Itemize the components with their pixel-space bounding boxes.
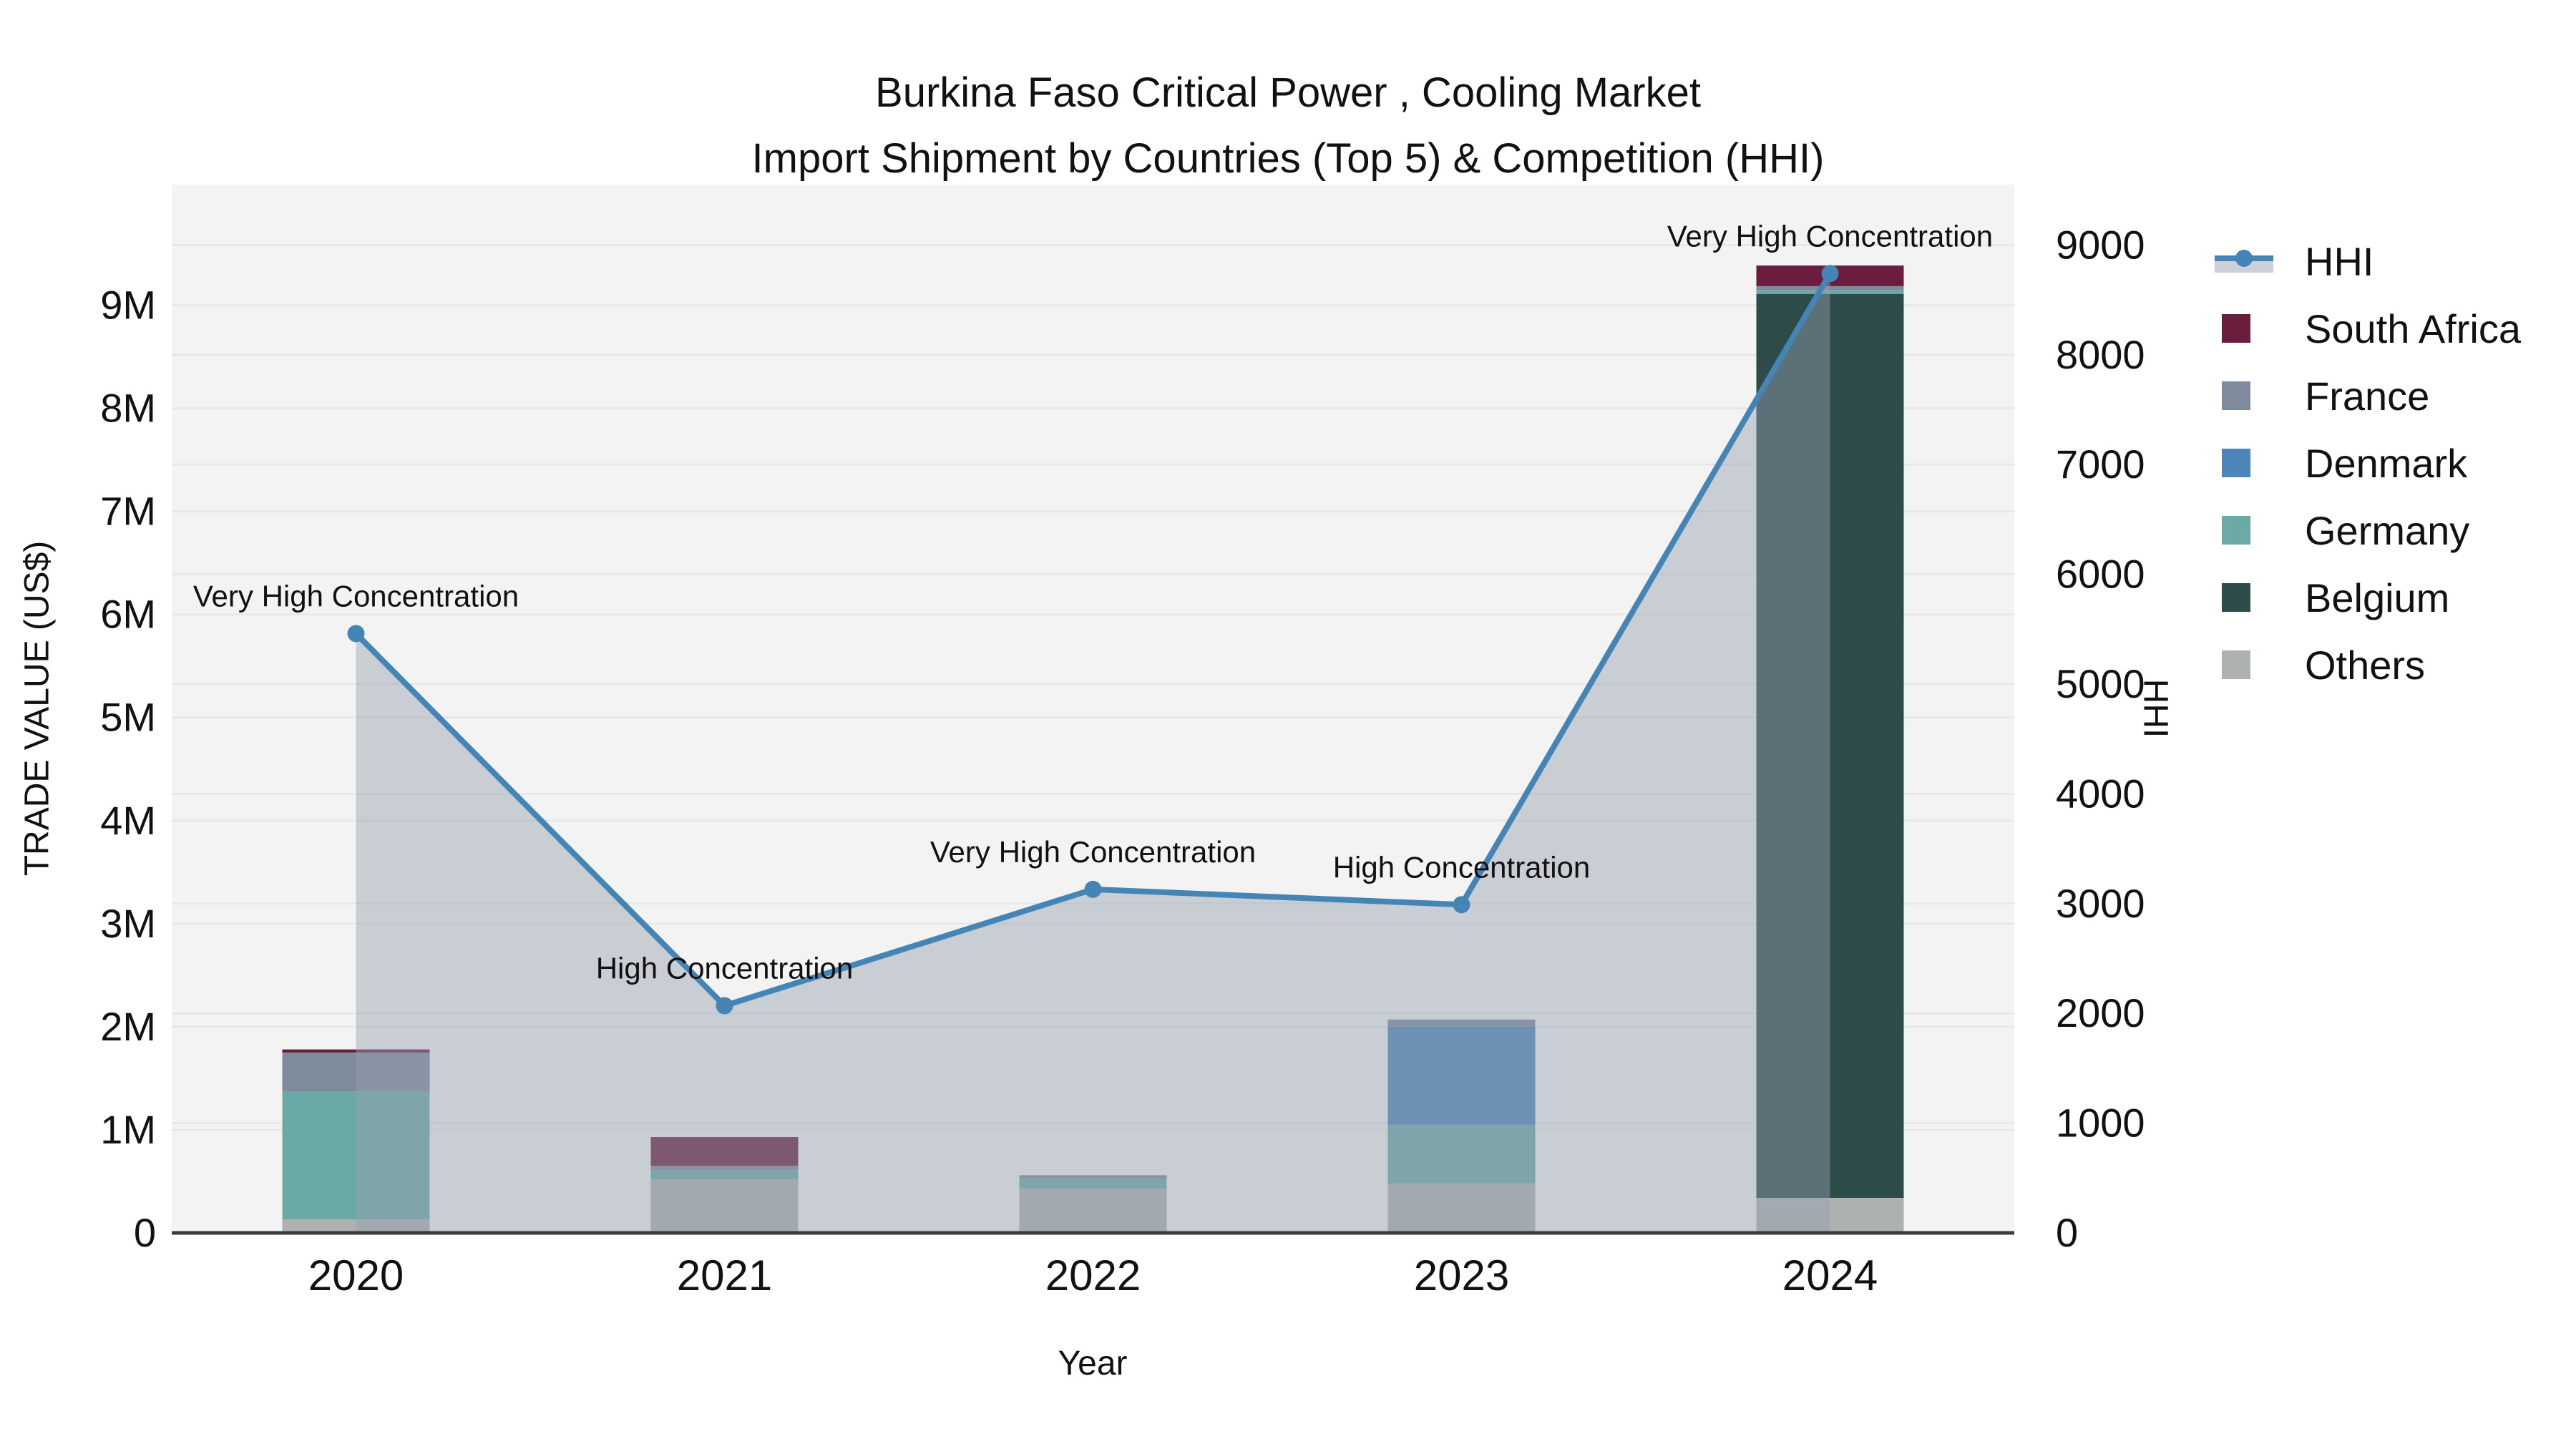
y-axis-tick-right: 2000	[2056, 990, 2145, 1035]
bar-segment-france	[282, 1052, 430, 1092]
hhi-line-sample-icon	[2215, 247, 2273, 275]
y-axis-tick-right: 1000	[2056, 1101, 2145, 1146]
hhi-marker-swatch	[2235, 250, 2253, 267]
y-axis-tick-left: 7M	[100, 489, 156, 534]
annotation-label: Very High Concentration	[193, 579, 519, 613]
bar-segment-germany	[1387, 1124, 1536, 1184]
y-axis-tick-left: 5M	[100, 695, 156, 740]
x-axis-title: Year	[1058, 1345, 1128, 1382]
hhi-line-sample-icon	[2215, 247, 2276, 275]
legend-label: Germany	[2305, 507, 2470, 553]
bar-segment-others	[282, 1219, 430, 1233]
legend-swatch-icon	[2222, 583, 2250, 612]
legend-label: South Africa	[2305, 306, 2521, 351]
legend-swatch-icon	[2222, 314, 2250, 343]
x-axis-tick: 2020	[308, 1252, 404, 1299]
legend-item-others[interactable]: Others	[2215, 631, 2521, 698]
y-axis-tick-right: 5000	[2056, 661, 2145, 706]
legend-item-denmark[interactable]: Denmark	[2215, 429, 2521, 497]
bar-segment-others	[1756, 1198, 1904, 1233]
plot-area	[172, 185, 2014, 1233]
legend-label: France	[2305, 373, 2430, 419]
bar-segment-france	[1387, 1019, 1536, 1027]
hhi-marker	[1453, 896, 1470, 914]
legend-swatch-icon	[2222, 650, 2250, 679]
annotation-label: Very High Concentration	[1667, 219, 1993, 253]
chart-title-line2: Import Shipment by Countries (Top 5) & C…	[751, 135, 1825, 182]
bar-segment-france	[1756, 286, 1904, 291]
bar-segment-denmark	[1387, 1026, 1536, 1125]
y-axis-tick-left: 9M	[100, 283, 156, 328]
x-axis-tick: 2021	[677, 1252, 772, 1299]
legend-label: Denmark	[2305, 440, 2468, 486]
legend-swatch-icon	[2215, 314, 2276, 343]
y-axis-tick-right: 8000	[2056, 332, 2145, 377]
hhi-marker	[1084, 880, 1102, 898]
legend-swatch-icon	[2215, 583, 2276, 612]
legend-label: HHI	[2305, 238, 2374, 284]
legend-label: Belgium	[2305, 575, 2450, 620]
x-axis-tick: 2023	[1414, 1252, 1509, 1299]
legend: HHI South Africa France Denmark Germany Belgi…	[2215, 228, 2521, 698]
bar-segment-others	[650, 1179, 799, 1233]
legend-label: Others	[2305, 642, 2426, 688]
legend-swatch-icon	[2215, 449, 2276, 477]
y-axis-tick-left: 3M	[100, 901, 156, 946]
legend-item-france[interactable]: France	[2215, 362, 2521, 429]
annotation-label: Very High Concentration	[930, 835, 1256, 869]
legend-swatch-icon	[2222, 516, 2250, 545]
y-axis-tick-right: 7000	[2056, 441, 2145, 487]
y-axis-tick-left: 2M	[100, 1004, 156, 1049]
y-axis-tick-right: 4000	[2056, 771, 2145, 816]
y-axis-tick-left: 1M	[100, 1107, 156, 1152]
bar-segment-belgium	[1756, 293, 1904, 1199]
y-axis-tick-right: 3000	[2056, 881, 2145, 926]
legend-swatch-icon	[2222, 381, 2250, 410]
legend-swatch-icon	[2215, 516, 2276, 545]
legend-item-south-africa[interactable]: South Africa	[2215, 295, 2521, 362]
bar-segment-others	[1019, 1189, 1167, 1233]
chart-title: Burkina Faso Critical Power , Cooling Ma…	[0, 60, 2576, 192]
y-axis-tick-right: 0	[2056, 1210, 2078, 1255]
y-axis-tick-left: 4M	[100, 798, 156, 843]
bar-segment-germany	[282, 1091, 430, 1220]
bar-segment-france	[1019, 1175, 1167, 1179]
y-axis-tick-left: 8M	[100, 386, 156, 431]
legend-item-belgium[interactable]: Belgium	[2215, 564, 2521, 631]
y-axis-title-right: HHI	[2136, 678, 2175, 738]
bar-segment-south-africa	[650, 1137, 799, 1166]
bar-segment-france	[650, 1166, 799, 1171]
hhi-marker	[716, 997, 733, 1015]
annotation-label: High Concentration	[1333, 850, 1591, 884]
bar-segment-others	[1387, 1183, 1536, 1233]
annotation-label: High Concentration	[596, 951, 854, 985]
bar-segment-germany	[650, 1170, 799, 1180]
chart-title-line1: Burkina Faso Critical Power , Cooling Ma…	[875, 69, 1701, 116]
legend-swatch-icon	[2215, 381, 2276, 410]
legend-swatch-icon	[2222, 449, 2250, 477]
y-axis-tick-left: 0	[134, 1210, 156, 1255]
legend-swatch-icon	[2215, 650, 2276, 679]
bar-segment-germany	[1756, 290, 1904, 294]
hhi-area-fill	[356, 273, 1830, 1233]
y-axis-tick-right: 9000	[2056, 222, 2145, 267]
x-axis-tick: 2024	[1782, 1252, 1878, 1299]
bar-segment-germany	[1019, 1178, 1167, 1189]
legend-item-hhi[interactable]: HHI	[2215, 228, 2521, 295]
hhi-marker	[1821, 265, 1839, 283]
y-axis-title-left: TRADE VALUE (US$)	[18, 540, 57, 877]
legend-item-germany[interactable]: Germany	[2215, 497, 2521, 564]
y-axis-tick-right: 6000	[2056, 552, 2145, 597]
hhi-marker	[347, 625, 365, 643]
bar-segment-south-africa	[282, 1049, 430, 1053]
y-axis-tick-left: 6M	[100, 592, 156, 637]
x-axis-tick: 2022	[1045, 1252, 1141, 1299]
